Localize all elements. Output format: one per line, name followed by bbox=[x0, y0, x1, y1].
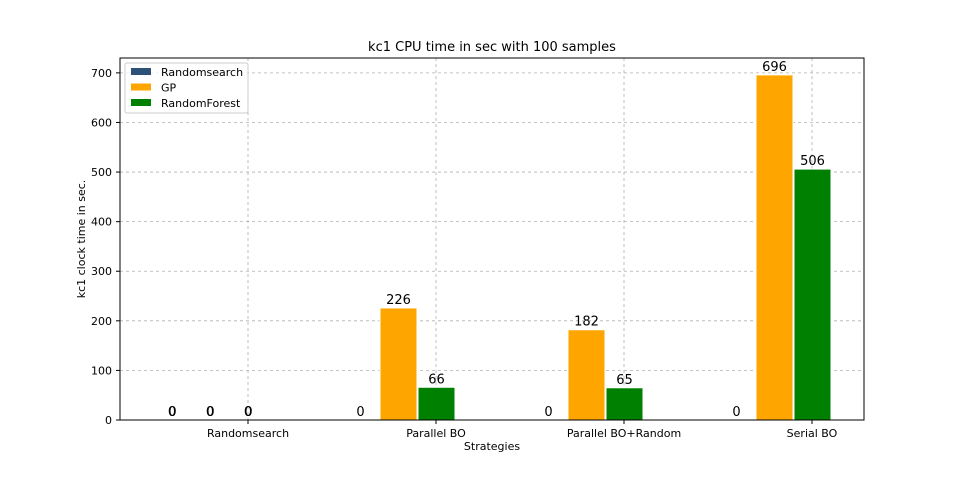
y-tick-label: 0 bbox=[105, 414, 112, 427]
legend-entry: RandomForest bbox=[161, 97, 241, 110]
chart-title: kc1 CPU time in sec with 100 samples bbox=[368, 40, 616, 55]
legend-entry: GP bbox=[161, 82, 177, 95]
bar-value-label: 65 bbox=[616, 373, 633, 388]
bar-value-label: 0 bbox=[168, 405, 176, 420]
y-tick-label: 500 bbox=[91, 166, 112, 179]
legend-swatch bbox=[131, 68, 151, 75]
bar bbox=[605, 387, 644, 421]
bar-value-label: 506 bbox=[800, 154, 825, 169]
bar-value-label: 0 bbox=[544, 405, 552, 420]
plot-frame bbox=[119, 57, 865, 421]
bar-value-label: 0 bbox=[206, 405, 214, 420]
legend: Randomsearch GP RandomForest bbox=[124, 62, 249, 114]
bar-value-label: 182 bbox=[574, 315, 599, 330]
legend-swatch bbox=[131, 83, 151, 91]
y-tick-label: 700 bbox=[91, 67, 112, 80]
bar-value-label: 226 bbox=[386, 293, 411, 308]
bar-value-label: 0 bbox=[356, 405, 364, 420]
bar-value-label: 0 bbox=[206, 405, 214, 420]
x-axis-label: Strategies bbox=[464, 440, 520, 453]
bar bbox=[567, 329, 606, 421]
x-tick-label: Serial BO bbox=[787, 427, 838, 440]
y-tick-label: 200 bbox=[91, 315, 112, 328]
legend-swatch bbox=[131, 99, 151, 106]
y-axis-ticks: 0 100 200 300 400 500 600 700 bbox=[91, 67, 120, 427]
y-tick-label: 600 bbox=[91, 116, 112, 129]
bar bbox=[379, 307, 418, 421]
bar bbox=[793, 168, 832, 421]
legend-box bbox=[124, 62, 249, 114]
y-axis-label: kc1 clock time in sec. bbox=[75, 180, 88, 299]
y-tick-label: 100 bbox=[91, 364, 112, 377]
bar bbox=[417, 386, 456, 421]
y-tick-label: 300 bbox=[91, 265, 112, 278]
bars bbox=[379, 74, 832, 421]
bar-value-label: 0 bbox=[732, 405, 740, 420]
legend-entry: Randomsearch bbox=[161, 66, 243, 79]
y-tick-label: 400 bbox=[91, 216, 112, 229]
x-tick-label: Randomsearch bbox=[207, 427, 289, 440]
bar bbox=[755, 74, 794, 421]
bar-value-label: 66 bbox=[428, 372, 445, 387]
x-tick-label: Parallel BO+Random bbox=[567, 427, 681, 440]
bar-value-label: 0 bbox=[168, 405, 176, 420]
x-tick-label: Parallel BO bbox=[406, 427, 466, 440]
bar-value-label: 0 bbox=[244, 405, 252, 420]
bar-value-label: 696 bbox=[762, 60, 787, 75]
x-axis-ticks: Randomsearch Parallel BO Parallel BO+Rando… bbox=[207, 420, 838, 440]
grid-lines bbox=[120, 58, 864, 421]
bar-value-label: 0 bbox=[244, 405, 252, 420]
